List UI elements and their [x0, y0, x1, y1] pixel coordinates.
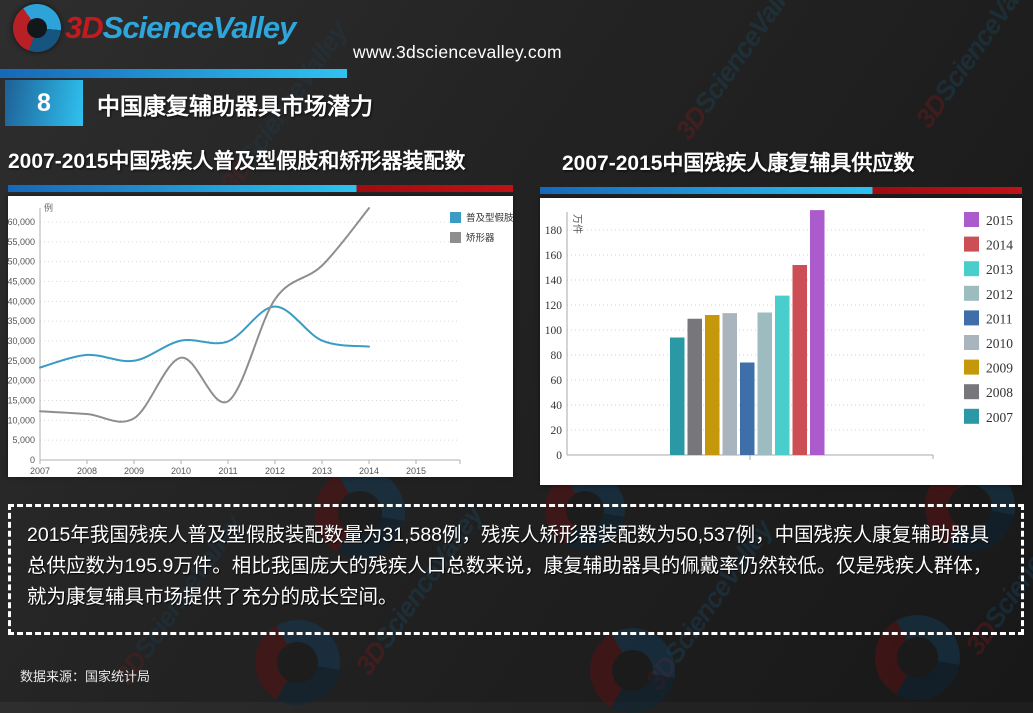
- summary-textbox: 2015年我国残疾人普及型假肢装配数量为31,588例，残疾人矫形器装配数为50…: [8, 504, 1024, 635]
- bar-2010: [722, 313, 737, 455]
- svg-text:2012: 2012: [986, 287, 1013, 302]
- summary-text: 2015年我国残疾人普及型假肢装配数量为31,588例，残疾人矫形器装配数为50…: [27, 524, 993, 609]
- logo: 3DScienceValley: [13, 4, 296, 52]
- svg-text:2015: 2015: [406, 466, 426, 476]
- watermark-swirl-icon: [590, 628, 675, 713]
- svg-text:160: 160: [545, 250, 563, 262]
- svg-text:40,000: 40,000: [8, 296, 35, 306]
- svg-text:50,000: 50,000: [8, 257, 35, 267]
- series-矫形器: [39, 207, 370, 423]
- bar-chart-title: 2007-2015中国残疾人康复辅具供应数: [562, 152, 915, 175]
- bar-2007: [670, 337, 685, 455]
- svg-text:60,000: 60,000: [8, 217, 35, 227]
- svg-text:5,000: 5,000: [12, 435, 35, 445]
- legend: 2015 2014 2013 2012 2011 2010 2009 2008 2007: [964, 212, 1013, 425]
- svg-text:180: 180: [545, 225, 563, 237]
- svg-text:120: 120: [545, 300, 563, 312]
- bar-chart-panel: 0 20 40 60 80 100 120 140 160 180 万件 2015 2014 2013 20…: [540, 198, 1022, 485]
- svg-text:2007: 2007: [30, 466, 50, 476]
- page-title: 中国康复辅助器具市场潜力: [97, 93, 373, 119]
- line-chart-panel: 0 5,000 10,000 15,000 20,000 25,000 30,000 35,0…: [7, 196, 514, 477]
- logo-swirl-icon: [13, 4, 61, 52]
- y-axis-labels: 0 20 40 60 80 100 120 140 160 180: [545, 225, 563, 462]
- bar-2013: [775, 295, 790, 455]
- svg-text:40: 40: [551, 400, 563, 412]
- svg-text:60: 60: [551, 375, 563, 387]
- bar-2015: [810, 210, 825, 455]
- bar-2014: [792, 265, 807, 455]
- svg-text:10,000: 10,000: [8, 415, 35, 425]
- website-url: www.3dsciencevalley.com: [353, 42, 562, 62]
- svg-text:2013: 2013: [986, 262, 1013, 277]
- svg-text:30,000: 30,000: [8, 336, 35, 346]
- svg-text:100: 100: [545, 325, 563, 337]
- line-chart-title: 2007-2015中国残疾人普及型假肢和矫形器装配数: [8, 150, 466, 173]
- y-axis-labels: 0 5,000 10,000 15,000 20,000 25,000 30,000 35,0…: [7, 217, 35, 465]
- svg-text:15,000: 15,000: [8, 396, 35, 406]
- svg-text:0: 0: [30, 455, 35, 465]
- svg-text:140: 140: [545, 275, 563, 287]
- bar-2008: [687, 318, 702, 455]
- watermark-text: 3DScienceValley: [909, 0, 1033, 134]
- svg-text:45,000: 45,000: [8, 277, 35, 287]
- svg-text:20,000: 20,000: [8, 376, 35, 386]
- data-source-note: 数据来源：国家统计局: [20, 669, 151, 684]
- svg-text:55,000: 55,000: [8, 237, 35, 247]
- svg-text:2010: 2010: [171, 466, 191, 476]
- series-普及型假肢: [39, 305, 370, 369]
- logo-wordmark: 3DScienceValley: [65, 10, 296, 45]
- x-axis-labels: 2007 2008 2009 2010 2011 2012 2013 2014 2015: [30, 460, 426, 476]
- line-chart-block: 2007-2015中国残疾人普及型假肢和矫形器装配数 0 5,000 10,000 1…: [7, 146, 514, 477]
- gridlines: [40, 221, 460, 441]
- title-underline-bar: [8, 185, 513, 192]
- svg-text:2013: 2013: [312, 466, 332, 476]
- svg-text:普及型假肢: 普及型假肢: [466, 212, 513, 224]
- svg-text:2015: 2015: [986, 213, 1013, 228]
- svg-text:0: 0: [556, 450, 562, 462]
- svg-text:2007: 2007: [986, 410, 1013, 425]
- y-axis-unit: 万件: [571, 214, 583, 234]
- svg-text:2008: 2008: [986, 385, 1013, 400]
- y-axis-unit: 例: [44, 202, 53, 213]
- svg-text:2010: 2010: [986, 336, 1013, 351]
- svg-text:35,000: 35,000: [8, 316, 35, 326]
- svg-text:2011: 2011: [218, 466, 237, 476]
- bar-2012: [757, 312, 772, 455]
- svg-text:2009: 2009: [986, 361, 1013, 376]
- svg-text:2014: 2014: [359, 466, 379, 476]
- svg-text:20: 20: [551, 425, 563, 437]
- bar-chart-block: 2007-2015中国残疾人康复辅具供应数 0 20 40 60 80 100 120 140…: [540, 148, 1022, 485]
- title-underline-bar: [540, 187, 1022, 194]
- page-number-badge: 8: [5, 80, 83, 126]
- svg-text:矫形器: 矫形器: [466, 232, 495, 244]
- svg-text:2012: 2012: [265, 466, 285, 476]
- svg-text:80: 80: [551, 350, 563, 362]
- svg-text:2014: 2014: [986, 238, 1013, 253]
- bar-2009: [705, 315, 720, 455]
- header-accent-bar: [0, 69, 347, 78]
- line-series: [39, 207, 370, 423]
- watermark-text: 3DScienceValley: [669, 0, 809, 146]
- svg-text:2008: 2008: [77, 466, 97, 476]
- svg-text:2009: 2009: [124, 466, 144, 476]
- svg-text:2011: 2011: [986, 311, 1013, 326]
- axes: [39, 208, 461, 464]
- bars: [670, 210, 825, 455]
- bar-2011: [740, 362, 755, 455]
- svg-text:25,000: 25,000: [8, 356, 35, 366]
- line-chart-svg: 0 5,000 10,000 15,000 20,000 25,000 30,000 35,0…: [7, 202, 514, 476]
